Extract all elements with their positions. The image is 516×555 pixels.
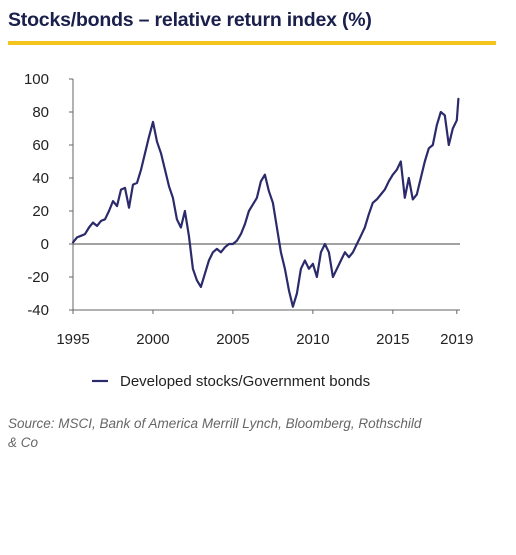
y-tick-label: 40 — [32, 170, 49, 187]
x-tick-label: 2005 — [216, 331, 249, 348]
y-tick-label: -20 — [27, 269, 49, 286]
y-tick-label: 80 — [32, 104, 49, 121]
y-tick-label: 60 — [32, 137, 49, 154]
x-tick-label: 1995 — [56, 331, 89, 348]
x-tick-label: 2000 — [136, 331, 169, 348]
chart-title: Stocks/bonds – relative return index (%) — [8, 9, 372, 31]
source-note: Source: MSCI, Bank of America Merrill Ly… — [8, 416, 422, 450]
y-tick-label: 100 — [24, 71, 49, 88]
x-tick-label: 2019 — [440, 331, 473, 348]
y-tick-label: 0 — [41, 236, 49, 253]
y-tick-label: -40 — [27, 302, 49, 319]
line-chart: -40 -20 0 20 40 60 80 100 1995 2000 2005 2010 2015 20… — [24, 71, 474, 390]
y-tick-label: 20 — [32, 203, 49, 220]
x-tick-label: 2010 — [296, 331, 329, 348]
series-line — [71, 97, 460, 308]
x-tick-label: 2015 — [376, 331, 409, 348]
legend-label: Developed stocks/Government bonds — [120, 373, 370, 390]
title-underline — [8, 41, 496, 45]
